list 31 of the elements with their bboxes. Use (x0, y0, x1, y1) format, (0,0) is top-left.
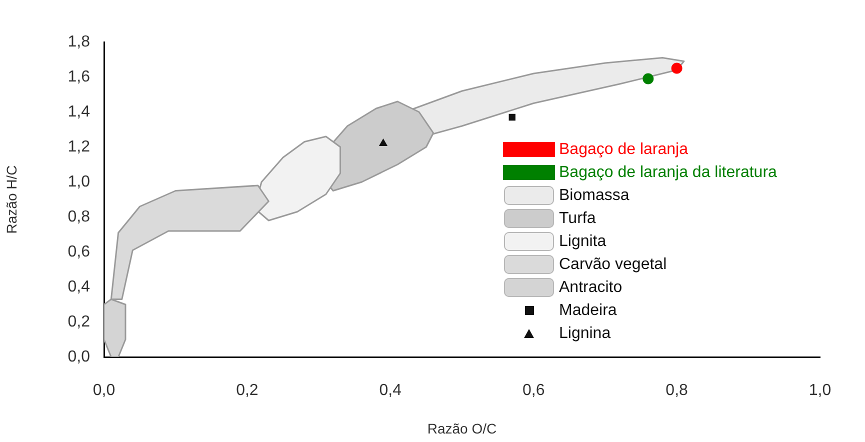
legend-label: Biomassa (559, 186, 630, 206)
y-tick-label: 0,6 (68, 243, 90, 260)
legend-label: Lignina (559, 324, 611, 344)
y-tick-label: 1,0 (68, 173, 90, 190)
y-tick-label: 0,4 (68, 278, 90, 296)
y-tick-label: 1,8 (68, 33, 90, 50)
point (508, 114, 516, 121)
y-tick-label: 0,8 (68, 208, 90, 226)
x-tick-label: 0,6 (522, 382, 545, 400)
point (379, 139, 388, 146)
y-tick-label: 1,2 (68, 138, 90, 156)
y-tick-label: 1,6 (68, 68, 90, 86)
legend-label: Carvão vegetal (559, 255, 667, 275)
x-tick-label: 1,0 (808, 382, 832, 400)
legend-label: Bagaço de laranja (559, 140, 688, 160)
legend-label: Bagaço de laranja da literatura (559, 163, 777, 183)
y-tick-label: 1,4 (68, 103, 90, 120)
y-tick-label: 0,2 (68, 313, 90, 330)
legend-label: Turfa (559, 209, 596, 229)
x-tick-label: 0,8 (666, 382, 688, 400)
legend-label: Madeira (559, 301, 617, 321)
x-tick-label: 0,0 (92, 382, 116, 400)
point (642, 73, 654, 84)
x-axis-title: Razão O/C (427, 420, 497, 436)
y-tick-label: 0,0 (68, 348, 90, 366)
point (671, 62, 682, 74)
legend-label: Antracito (559, 278, 622, 298)
legend-label: Lignita (559, 232, 606, 252)
x-tick-label: 0,2 (236, 382, 258, 400)
y-axis-title: Razão H/C (3, 165, 20, 234)
x-tick-label: 0,4 (379, 382, 402, 400)
